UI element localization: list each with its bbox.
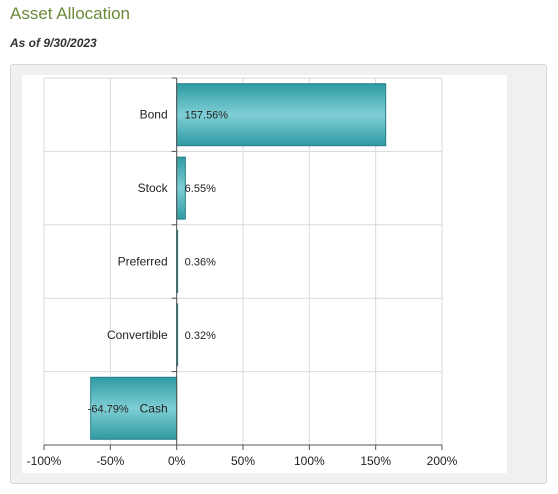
- data-label: 0.32%: [185, 330, 216, 342]
- x-tick-label: 50%: [231, 454, 255, 468]
- bar-bond: [176, 83, 387, 147]
- x-tick-label: 100%: [294, 454, 325, 468]
- x-tick-label: -50%: [96, 454, 124, 468]
- data-label: -64.79%: [88, 403, 129, 415]
- category-label: Convertible: [107, 328, 168, 342]
- category-label: Preferred: [118, 255, 168, 269]
- category-label: Bond: [140, 108, 168, 122]
- page-title: Asset Allocation: [10, 4, 131, 23]
- bars: [90, 83, 387, 440]
- x-tick-label: 200%: [427, 454, 458, 468]
- x-tick-label: -100%: [27, 454, 62, 468]
- as-of-date: As of 9/30/2023: [10, 36, 97, 50]
- x-tick-label: 150%: [360, 454, 391, 468]
- labels: -100% -50% 0% 50% 100% 150% 200% Bond 157.56% Sto…: [27, 108, 458, 468]
- axes: [43, 77, 443, 450]
- x-tick-label: 0%: [168, 454, 186, 468]
- category-label: Cash: [140, 401, 168, 415]
- data-label: 0.36%: [185, 257, 216, 269]
- data-label: 157.56%: [185, 110, 229, 122]
- data-label: 6.55%: [185, 183, 216, 195]
- category-label: Stock: [138, 181, 169, 195]
